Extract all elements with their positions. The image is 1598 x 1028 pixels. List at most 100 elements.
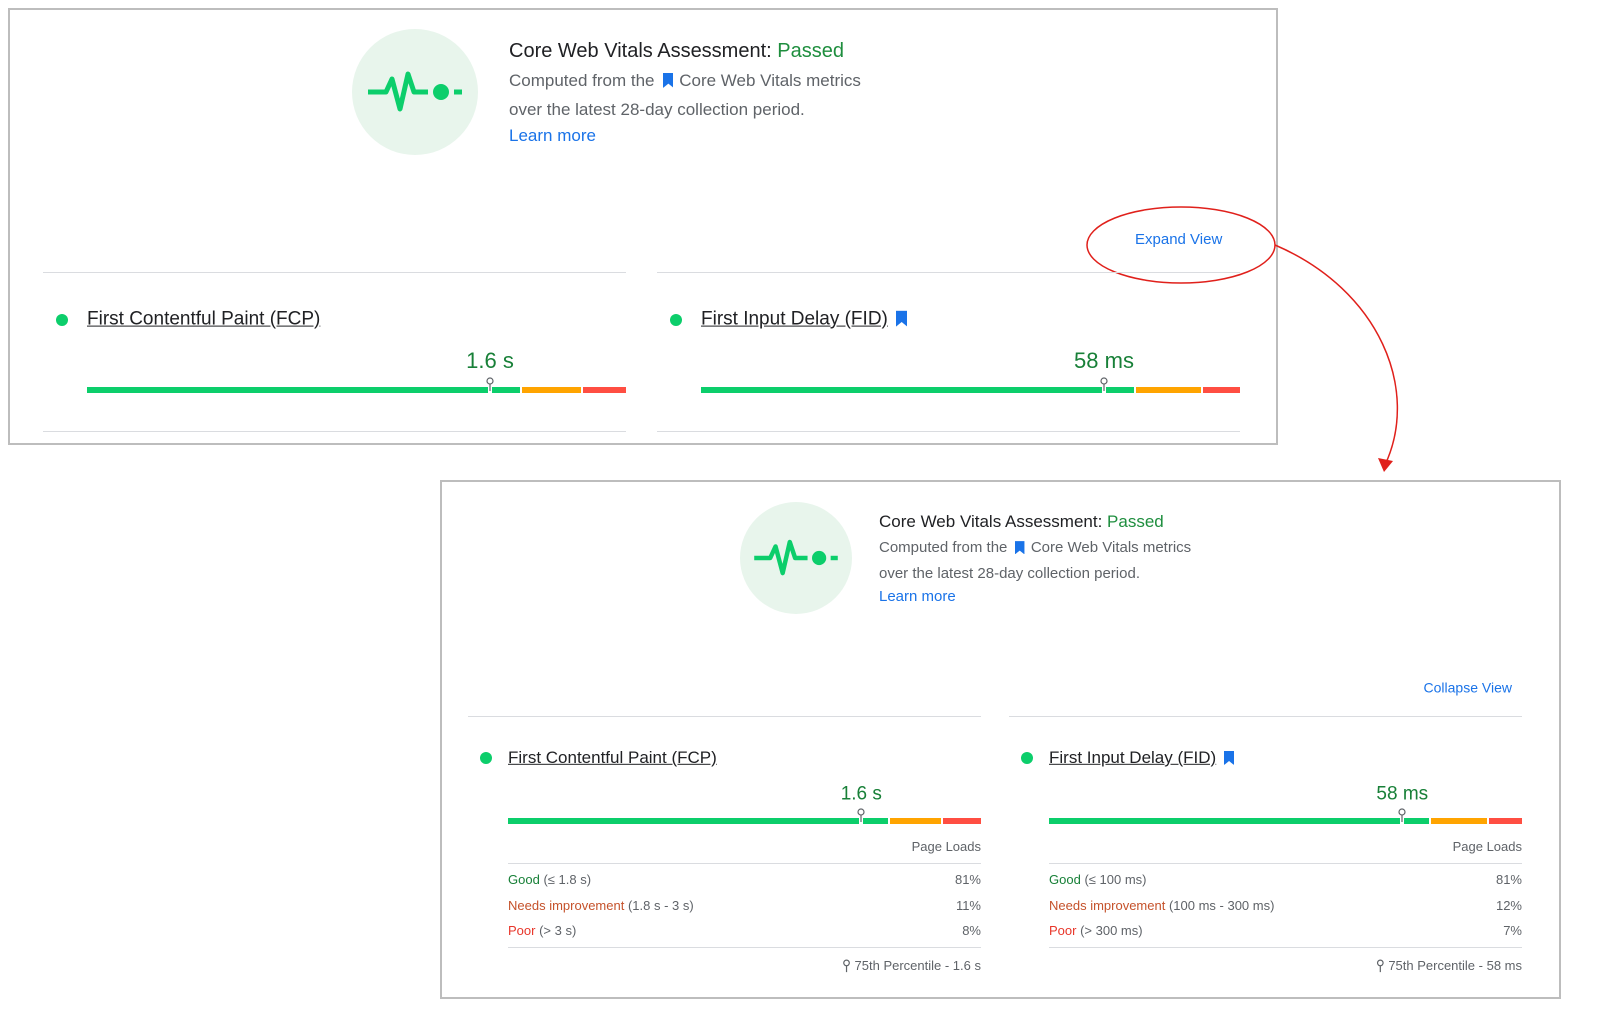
vitals-icon: [740, 502, 852, 614]
metric-value-text: 58 ms: [1376, 783, 1429, 805]
percentile-pin: [486, 377, 494, 391]
bookmark-icon: [662, 72, 674, 88]
metrics-link[interactable]: Core Web Vitals metrics: [1030, 539, 1192, 556]
percentile-text: 75th Percentile - 1.6 s: [854, 958, 981, 974]
metric-name[interactable]: First Contentful Paint (FCP): [508, 748, 717, 768]
column-header: Page Loads: [1453, 839, 1522, 855]
description: over the latest 28-day collection period…: [879, 565, 1140, 582]
metric-value: 1.6 s: [841, 784, 882, 807]
title-prefix: Core Web Vitals Assessment:: [509, 40, 772, 62]
distribution-row: Good (≤ 1.8 s): [508, 872, 591, 888]
assessment-title: Core Web Vitals Assessment: Passed: [509, 39, 844, 63]
divider: [1049, 947, 1522, 948]
distribution-segment: [522, 387, 582, 393]
divider: [657, 431, 1240, 432]
row-range: (> 3 s): [539, 923, 577, 939]
row-range: (100 ms - 300 ms): [1168, 897, 1275, 913]
row-range: (≤ 100 ms): [1084, 872, 1147, 888]
status-dot: [670, 314, 682, 326]
metric-link[interactable]: First Input Delay (FID): [701, 308, 888, 330]
row-share-text: 7%: [1503, 923, 1522, 939]
row-label: Good: [1049, 872, 1081, 888]
row-share-text: 11%: [955, 897, 981, 913]
distribution-segment: [1202, 387, 1240, 393]
percentile-pin: [1100, 377, 1108, 391]
row-share: 7%: [1503, 923, 1522, 939]
metrics-link[interactable]: Core Web Vitals metrics: [679, 70, 861, 90]
title-prefix: Core Web Vitals Assessment:: [879, 511, 1103, 531]
assessment-title: Core Web Vitals Assessment: Passed: [879, 512, 1164, 532]
distribution-row: Poor (> 300 ms): [1049, 923, 1143, 939]
distribution-segment: [1489, 818, 1522, 824]
distribution-segment: [1136, 387, 1201, 393]
distribution-segment: [1049, 818, 1429, 824]
metric-link[interactable]: First Contentful Paint (FCP): [87, 308, 321, 330]
row-label: Poor: [1049, 923, 1077, 939]
distribution-segment: [87, 387, 521, 393]
distribution-row: Poor (> 3 s): [508, 923, 576, 939]
percentile-text: 75th Percentile - 58 ms: [1388, 958, 1522, 974]
bookmark-icon: [1015, 540, 1025, 554]
distribution-segment: [889, 818, 942, 824]
toggle-view[interactable]: Collapse View: [1424, 680, 1512, 697]
row-share: 81%: [955, 872, 981, 888]
learn-more[interactable]: Learn more: [879, 588, 956, 606]
divider: [468, 716, 981, 717]
row-label: Needs improvement: [508, 897, 625, 913]
metric-link[interactable]: First Contentful Paint (FCP): [508, 747, 717, 767]
learn-more[interactable]: Learn more: [509, 126, 596, 146]
toggle-link[interactable]: Collapse View: [1423, 679, 1512, 696]
row-share-text: 12%: [1495, 897, 1522, 913]
percentile-label: 75th Percentile - 1.6 s: [843, 958, 981, 974]
status: Passed: [1107, 511, 1164, 531]
row-label: Good: [508, 872, 540, 888]
distribution-segment: [508, 818, 888, 824]
percentile-icon: [1376, 959, 1384, 973]
distribution-segment: [701, 387, 1135, 393]
metric-name[interactable]: First Input Delay (FID): [1049, 748, 1240, 768]
toggle-link[interactable]: Expand View: [1135, 231, 1223, 248]
metric-link[interactable]: First Input Delay (FID): [1049, 747, 1217, 767]
distribution-row: Needs improvement (100 ms - 300 ms): [1049, 898, 1274, 914]
learn-more-link[interactable]: Learn more: [879, 588, 956, 605]
description: Computed from the: [879, 539, 1008, 556]
distribution-segment: [943, 818, 981, 824]
arrow-head: [1378, 458, 1393, 472]
description-line: Computed from the Core Web Vitals metrics: [879, 539, 1191, 557]
status-dot: [1021, 752, 1033, 764]
column-header-text: Page Loads: [1452, 839, 1522, 855]
description-line: over the latest 28-day collection period…: [879, 565, 1140, 583]
metric-value: 58 ms: [1074, 348, 1134, 374]
row-label: Needs improvement: [1049, 897, 1166, 913]
description-line: Computed from the Core Web Vitals metrics: [509, 71, 861, 91]
bookmark-icon: [1224, 750, 1235, 765]
metric-value: 1.6 s: [466, 348, 514, 374]
row-range: (> 300 ms): [1080, 923, 1143, 939]
expanded-card: [440, 480, 1561, 999]
divider: [657, 272, 1240, 273]
metric-name[interactable]: First Contentful Paint (FCP): [87, 309, 320, 332]
description: over the latest 28-day collection period…: [509, 99, 805, 119]
percentile-label: 75th Percentile - 58 ms: [1376, 958, 1522, 974]
description: Computed from the: [509, 70, 655, 90]
percentile-pin: [1398, 808, 1406, 822]
metric-value-text: 58 ms: [1074, 347, 1134, 373]
column-header-text: Page Loads: [911, 839, 981, 855]
column-header: Page Loads: [912, 839, 981, 855]
row-share-text: 81%: [1495, 872, 1522, 888]
status-dot: [480, 752, 492, 764]
row-share: 81%: [1496, 872, 1522, 888]
description-line: over the latest 28-day collection period…: [509, 100, 805, 120]
toggle-view[interactable]: Expand View: [1135, 231, 1222, 249]
row-share: 8%: [962, 923, 981, 939]
distribution-row: Needs improvement (1.8 s - 3 s): [508, 898, 694, 914]
row-share-text: 81%: [954, 872, 981, 888]
learn-more-link[interactable]: Learn more: [509, 125, 596, 145]
distribution-segment: [583, 387, 626, 393]
metric-name[interactable]: First Input Delay (FID): [701, 309, 913, 332]
row-share-text: 8%: [962, 923, 981, 939]
row-range: (1.8 s - 3 s): [627, 897, 694, 913]
status: Passed: [777, 40, 844, 62]
arrow: [1274, 244, 1399, 466]
